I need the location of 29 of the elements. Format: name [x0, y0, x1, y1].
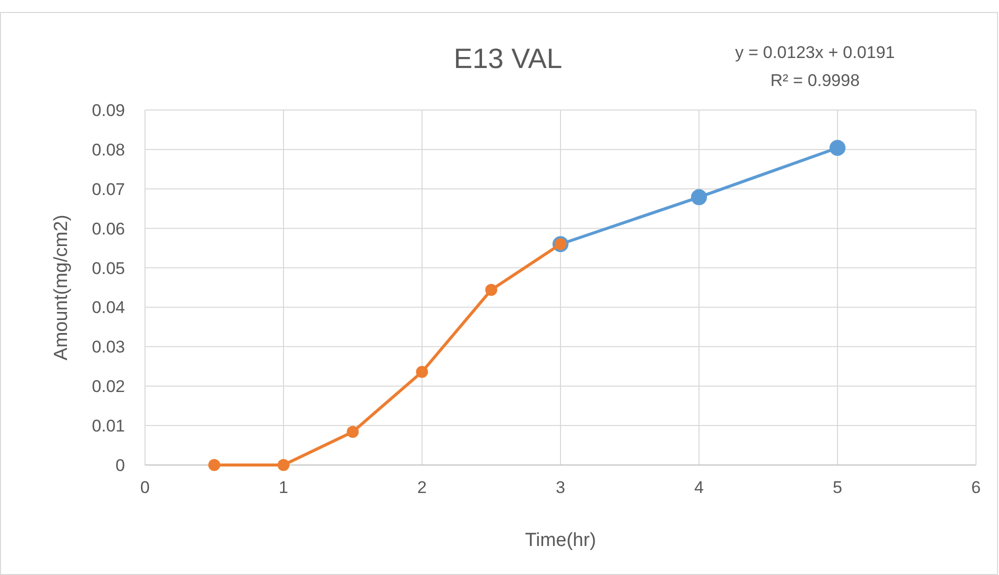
point	[830, 140, 846, 156]
y-tick-label: 0.08	[92, 140, 125, 160]
text: R² = 0.9998	[770, 71, 860, 90]
x-tick-label: 3	[556, 478, 566, 497]
y-tick-label: 0	[116, 456, 125, 475]
y-tick-label: 0.03	[92, 338, 125, 357]
x-tick-label: 5	[832, 478, 842, 497]
point	[278, 459, 290, 471]
y-tick-label: 0.07	[92, 180, 125, 199]
y-tick-label: 0.01	[92, 416, 125, 436]
y-axis-title: Amount(mg/cm2)	[51, 214, 72, 360]
point	[208, 459, 220, 471]
point	[346, 426, 359, 438]
y-tick-label: 0.09	[92, 101, 125, 120]
chart-title: E13 VAL	[454, 43, 562, 74]
x-tick-label: 6	[971, 478, 981, 497]
x-tick-label: 0	[140, 478, 150, 497]
point	[416, 366, 428, 378]
x-tick-label: 4	[694, 478, 704, 497]
y-tick-label: 0.06	[92, 219, 125, 238]
text: y = 0.0123x + 0.0191	[735, 43, 895, 62]
x-axis-title: Time(hr)	[524, 530, 596, 551]
y-tick-label: 0.04	[92, 298, 125, 318]
point	[485, 284, 498, 296]
y-tick-label: 0.02	[92, 377, 125, 396]
x-tick-label: 1	[278, 478, 288, 497]
point	[691, 189, 707, 206]
y-tick-label: 0.05	[92, 258, 125, 278]
x-tick-label: 2	[417, 478, 427, 497]
